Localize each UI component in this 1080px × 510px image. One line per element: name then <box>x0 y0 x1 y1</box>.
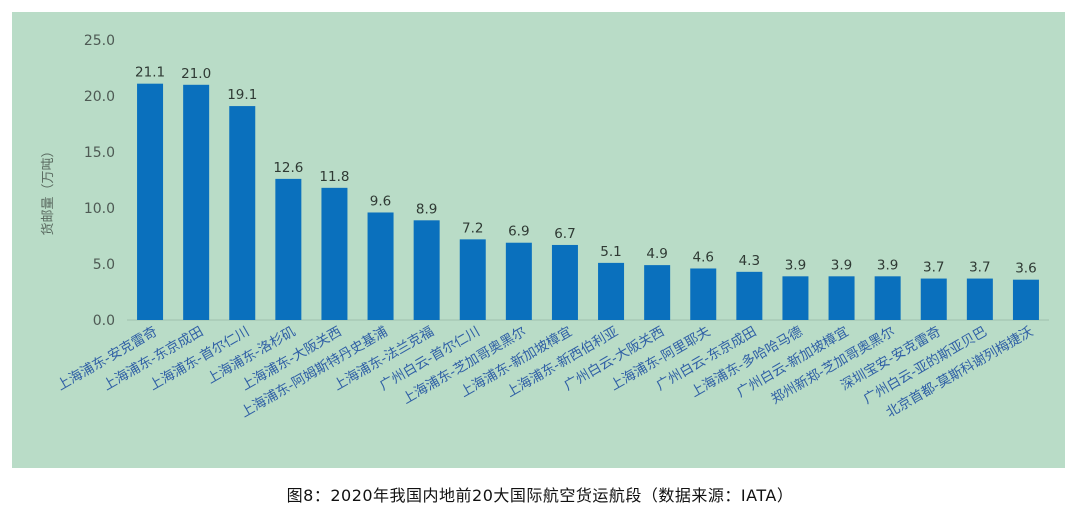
bar-value-label: 3.9 <box>831 257 852 273</box>
bar-value-label: 3.9 <box>877 257 898 273</box>
bar <box>183 84 210 320</box>
bar <box>459 239 486 320</box>
bar <box>828 276 855 320</box>
y-tick-label: 20.0 <box>84 89 115 105</box>
bar <box>920 278 947 320</box>
bar <box>413 220 440 320</box>
bar <box>736 271 763 320</box>
bar-value-label: 21.1 <box>135 65 165 81</box>
bar <box>275 178 302 320</box>
bar-value-label: 4.3 <box>739 253 760 269</box>
data-labels: 21.1 21.0 19.1 12.6 11.8 9.6 8.9 7.2 6.9 6.7 5.1 4.… <box>135 65 1037 277</box>
y-tick-label: 10.0 <box>84 201 115 217</box>
bar-value-label: 19.1 <box>227 87 257 103</box>
bar-value-label: 4.9 <box>646 246 667 262</box>
bar <box>367 212 394 320</box>
bar-value-label: 3.7 <box>969 260 990 276</box>
bar <box>229 106 256 320</box>
bar <box>782 276 809 320</box>
bar <box>321 187 348 320</box>
bar-value-label: 6.7 <box>554 226 575 242</box>
bar-value-label: 12.6 <box>273 160 303 176</box>
bar-value-label: 5.1 <box>600 244 621 260</box>
bar-value-label: 3.6 <box>1015 261 1036 277</box>
bar <box>644 265 671 320</box>
y-tick-label: 15.0 <box>84 145 115 161</box>
bar <box>505 242 532 320</box>
bar-value-label: 8.9 <box>416 201 437 217</box>
figure-caption: 图8：2020年我国内地前20大国际航空货运航段（数据来源：IATA） <box>286 486 794 505</box>
bar <box>137 83 164 321</box>
bar <box>690 268 717 320</box>
bar-value-label: 3.9 <box>785 257 806 273</box>
bar <box>598 262 625 320</box>
bar-value-label: 21.0 <box>181 66 211 82</box>
bar-value-label: 9.6 <box>370 193 391 209</box>
x-axis-labels: 上海浦东-安克雷奇上海浦东-东京成田上海浦东-首尔仁川上海浦东-洛杉矶上海浦东-… <box>54 323 1036 421</box>
chart-panel: 货邮量（万吨） 0.0 5.0 10.0 15.0 20.0 25.0 21.1 21.0 1… <box>12 12 1065 468</box>
bar-value-label: 3.7 <box>923 260 944 276</box>
bar-value-label: 11.8 <box>319 169 349 185</box>
bar <box>551 244 578 320</box>
bar-value-label: 6.9 <box>508 224 529 240</box>
bar <box>1012 279 1039 320</box>
bar-chart: 货邮量（万吨） 0.0 5.0 10.0 15.0 20.0 25.0 21.1 21.0 1… <box>40 33 1049 421</box>
bar <box>874 276 901 320</box>
y-tick-label: 25.0 <box>84 33 115 49</box>
bar <box>966 278 993 320</box>
y-tick-label: 0.0 <box>93 313 115 329</box>
bars <box>137 83 1039 321</box>
bar-value-label: 4.6 <box>693 249 714 265</box>
y-axis-label: 货邮量（万吨） <box>40 144 56 235</box>
bar-value-label: 7.2 <box>462 220 483 236</box>
y-axis-ticks: 0.0 5.0 10.0 15.0 20.0 25.0 <box>84 33 115 329</box>
y-tick-label: 5.0 <box>93 257 115 273</box>
